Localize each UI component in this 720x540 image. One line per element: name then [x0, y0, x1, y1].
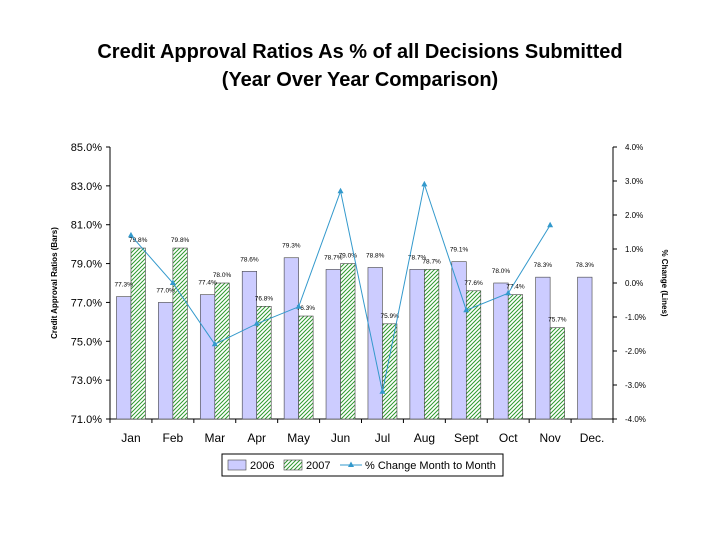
y-tick-label: 73.0%	[71, 375, 102, 387]
x-tick-label: Nov	[539, 431, 560, 445]
y-tick-label: 71.0%	[71, 414, 102, 426]
bar-2006-Jul	[367, 267, 383, 420]
legend-label-pct-change: % Change Month to Month	[365, 460, 496, 472]
bar-2006-Apr	[241, 271, 258, 420]
line-marker-Aug	[421, 180, 428, 187]
y2-tick-label: 1.0%	[625, 245, 643, 254]
data-label-2006: 78.8%	[366, 252, 385, 259]
data-label-2007: 75.9%	[380, 313, 399, 320]
y2-tick-label: -4.0%	[625, 415, 646, 424]
bar-2007-May	[298, 315, 314, 420]
y2-tick-label: 0.0%	[625, 279, 643, 288]
data-label-2006: 78.3%	[576, 262, 595, 269]
bar-2006-Jan	[116, 296, 132, 420]
line-marker-Jul	[379, 388, 386, 394]
data-label-2006: 78.6%	[240, 256, 259, 263]
bar-2007-Nov	[549, 327, 565, 420]
line-marker-Apr	[253, 320, 260, 326]
bar-2006-Aug	[409, 269, 425, 420]
line-marker-Nov	[547, 221, 554, 228]
y-axis-title: Credit Approval Ratios (Bars)	[50, 227, 59, 339]
bar-2006-Oct	[493, 282, 509, 420]
y2-tick-label: -1.0%	[625, 313, 646, 322]
y2-tick-label: 2.0%	[625, 211, 643, 220]
bar-2006-Jun	[325, 269, 341, 420]
y2-axis-title: % Change (Lines)	[660, 249, 669, 316]
x-tick-label: Mar	[204, 431, 225, 445]
chart-title: Credit Approval Ratios As % of all Decis…	[0, 38, 720, 94]
y-tick-label: 83.0%	[71, 181, 102, 193]
line-marker-Sept	[463, 306, 470, 313]
bar-2006-Nov	[535, 276, 551, 420]
line-marker-May	[295, 303, 302, 309]
data-label-2006: 78.7%	[408, 254, 427, 261]
data-label-2006: 78.0%	[492, 268, 511, 275]
bar-2007-Feb	[172, 247, 188, 420]
legend-label-2007: 2007	[306, 460, 330, 472]
y2-tick-label: 3.0%	[625, 177, 643, 186]
data-label-2007: 77.4%	[506, 284, 525, 291]
data-label-2007: 78.0%	[213, 272, 232, 279]
legend-swatch-marker	[348, 461, 354, 467]
data-label-2006: 78.7%	[324, 254, 343, 261]
data-label-2007: 79.8%	[129, 237, 148, 244]
y-tick-label: 85.0%	[71, 142, 102, 154]
x-tick-label: Sept	[454, 431, 479, 445]
bar-2006-Dec.	[577, 276, 593, 420]
bar-2007-Mar	[214, 282, 230, 420]
data-label-2007: 79.8%	[171, 237, 190, 244]
x-tick-label: Oct	[499, 431, 518, 445]
data-label-2006: 79.3%	[282, 243, 301, 250]
data-label-2007: 76.8%	[255, 295, 274, 302]
x-tick-label: Apr	[247, 431, 266, 445]
bar-2007-Jun	[340, 263, 356, 420]
line-marker-Jun	[337, 187, 344, 194]
bar-2006-Mar	[199, 294, 216, 420]
x-tick-label: Jan	[121, 431, 140, 445]
line-marker-Jan	[127, 231, 134, 238]
y2-tick-label: 4.0%	[625, 143, 643, 152]
plot-area	[110, 147, 613, 419]
x-tick-label: Aug	[414, 431, 435, 445]
y-tick-label: 81.0%	[71, 220, 102, 232]
data-label-2006: 77.4%	[198, 280, 217, 287]
data-label-2006: 77.3%	[114, 282, 133, 289]
data-label-2007: 79.0%	[339, 253, 358, 260]
data-label-2007: 76.3%	[297, 305, 316, 312]
bar-2007-Sept	[465, 290, 482, 420]
bar-2007-Apr	[256, 306, 272, 420]
x-tick-label: Jul	[375, 431, 390, 445]
bar-2006-May	[283, 257, 299, 420]
y-tick-label: 79.0%	[71, 259, 102, 271]
x-tick-label: Dec.	[580, 431, 605, 445]
y-tick-label: 77.0%	[71, 297, 102, 309]
x-tick-label: May	[287, 431, 310, 445]
line-marker-Feb	[169, 279, 176, 285]
bar-2007-Jul	[382, 323, 398, 420]
bar-2007-Oct	[507, 294, 524, 420]
line-marker-Mar	[211, 340, 218, 347]
bar-2007-Jan	[130, 247, 146, 420]
legend-swatch-2007	[283, 459, 303, 471]
chart-title-line-2: (Year Over Year Comparison)	[221, 69, 499, 91]
data-label-2007: 77.6%	[464, 280, 483, 287]
x-tick-label: Jun	[331, 431, 350, 445]
legend-label-2006: 2006	[250, 460, 274, 472]
chart-title-line-1: Credit Approval Ratios As % of all Decis…	[97, 41, 623, 63]
data-label-2007: 75.7%	[548, 317, 567, 324]
y2-tick-label: -2.0%	[625, 347, 646, 356]
line-marker-Oct	[505, 289, 512, 296]
bar-2006-Feb	[158, 302, 174, 420]
data-label-2006: 78.3%	[534, 262, 553, 269]
data-label-2006: 77.0%	[156, 287, 175, 294]
x-tick-label: Feb	[163, 431, 184, 445]
y-tick-label: 75.0%	[71, 336, 102, 348]
data-label-2006: 79.1%	[450, 247, 469, 254]
data-label-2007: 78.7%	[422, 258, 441, 265]
legend-box	[221, 453, 504, 477]
y2-tick-label: -3.0%	[625, 381, 646, 390]
legend-swatch-2006	[227, 459, 247, 471]
bar-2007-Aug	[424, 269, 440, 420]
